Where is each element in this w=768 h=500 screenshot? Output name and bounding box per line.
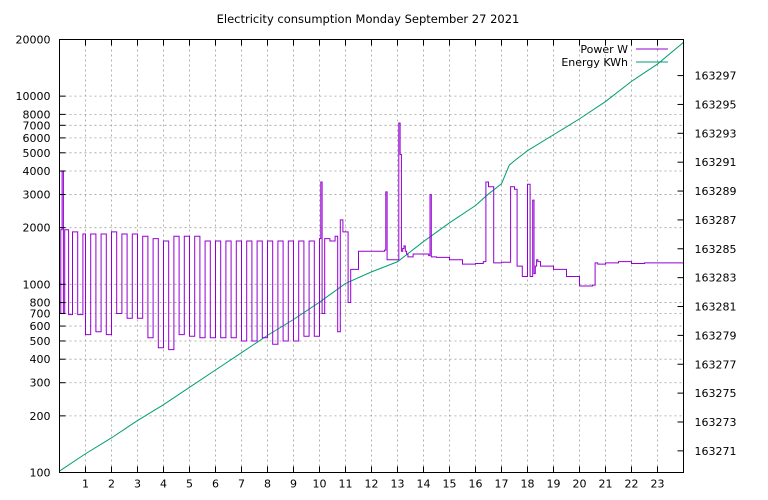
x-tick-label: 18 [521, 478, 535, 491]
x-tick-label: 14 [417, 478, 431, 491]
y-right-tick-label: 163289 [695, 185, 737, 198]
y-right-tick-label: 163297 [695, 70, 737, 83]
y-left-tick-label: 7000 [23, 119, 51, 132]
x-tick-label: 9 [290, 478, 297, 491]
y-right-tick-label: 163283 [695, 272, 737, 285]
legend-label: Energy KWh [561, 56, 628, 69]
y-left-tick-label: 200 [30, 410, 51, 423]
y-left-tick-label: 8000 [23, 108, 51, 121]
x-tick-label: 20 [573, 478, 587, 491]
y-right-tick-label: 163277 [695, 358, 737, 371]
energy-series [59, 42, 684, 472]
x-tick-label: 17 [495, 478, 509, 491]
x-tick-label: 6 [212, 478, 219, 491]
y-right-tick-label: 163287 [695, 214, 737, 227]
y-left-tick-label: 4000 [23, 165, 51, 178]
x-tick-label: 10 [313, 478, 327, 491]
y-right-tick-label: 163275 [695, 387, 737, 400]
y-left-tick-label: 1000 [23, 278, 51, 291]
y-right-tick-label: 163285 [695, 243, 737, 256]
y-axis-right: 163271 163273 163275 163277 163279 163281 1632… [677, 70, 737, 458]
x-tick-label: 11 [339, 478, 353, 491]
power-series [59, 122, 684, 351]
y-left-tick-label: 500 [30, 335, 51, 348]
grid-lines [59, 39, 684, 473]
x-tick-label: 16 [469, 478, 483, 491]
y-right-tick-label: 163271 [695, 445, 737, 458]
x-tick-label: 5 [186, 478, 193, 491]
y-right-tick-label: 163291 [695, 156, 737, 169]
y-right-tick-label: 163293 [695, 127, 737, 140]
y-left-tick-label: 2000 [23, 222, 51, 235]
x-tick-label: 15 [443, 478, 457, 491]
y-left-tick-label: 20000 [16, 34, 51, 47]
y-left-tick-label: 400 [30, 353, 51, 366]
y-left-tick-label: 800 [30, 297, 51, 310]
x-tick-label: 1 [82, 478, 89, 491]
y-left-tick-label: 10000 [16, 90, 51, 103]
x-tick-label: 19 [547, 478, 561, 491]
x-tick-label: 3 [134, 478, 141, 491]
y-left-tick-label: 6000 [23, 132, 51, 145]
x-axis: 1 2 3 4 5 6 7 8 9 10 11 12 13 14 15 16 17 18 19 20 21 22 23 [82, 39, 665, 491]
x-tick-label: 21 [599, 478, 613, 491]
x-tick-label: 22 [625, 478, 639, 491]
y-left-tick-label: 100 [30, 467, 51, 480]
x-tick-label: 2 [108, 478, 115, 491]
x-tick-label: 12 [365, 478, 379, 491]
y-right-tick-label: 163281 [695, 301, 737, 314]
chart-title: Electricity consumption Monday September… [217, 12, 520, 26]
x-tick-label: 4 [160, 478, 167, 491]
x-tick-label: 8 [264, 478, 271, 491]
x-tick-label: 7 [238, 478, 245, 491]
x-tick-label: 13 [391, 478, 405, 491]
y-right-tick-label: 163295 [695, 98, 737, 111]
y-left-tick-label: 700 [30, 307, 51, 320]
x-tick-label: 23 [651, 478, 665, 491]
y-right-tick-label: 163273 [695, 416, 737, 429]
y-right-tick-label: 163279 [695, 329, 737, 342]
legend-label: Power W [580, 43, 628, 56]
y-left-tick-label: 300 [30, 377, 51, 390]
y-left-tick-label: 3000 [23, 189, 51, 202]
power-line [59, 122, 684, 351]
y-left-tick-label: 600 [30, 320, 51, 333]
energy-line [59, 42, 684, 472]
y-left-tick-label: 5000 [23, 147, 51, 160]
